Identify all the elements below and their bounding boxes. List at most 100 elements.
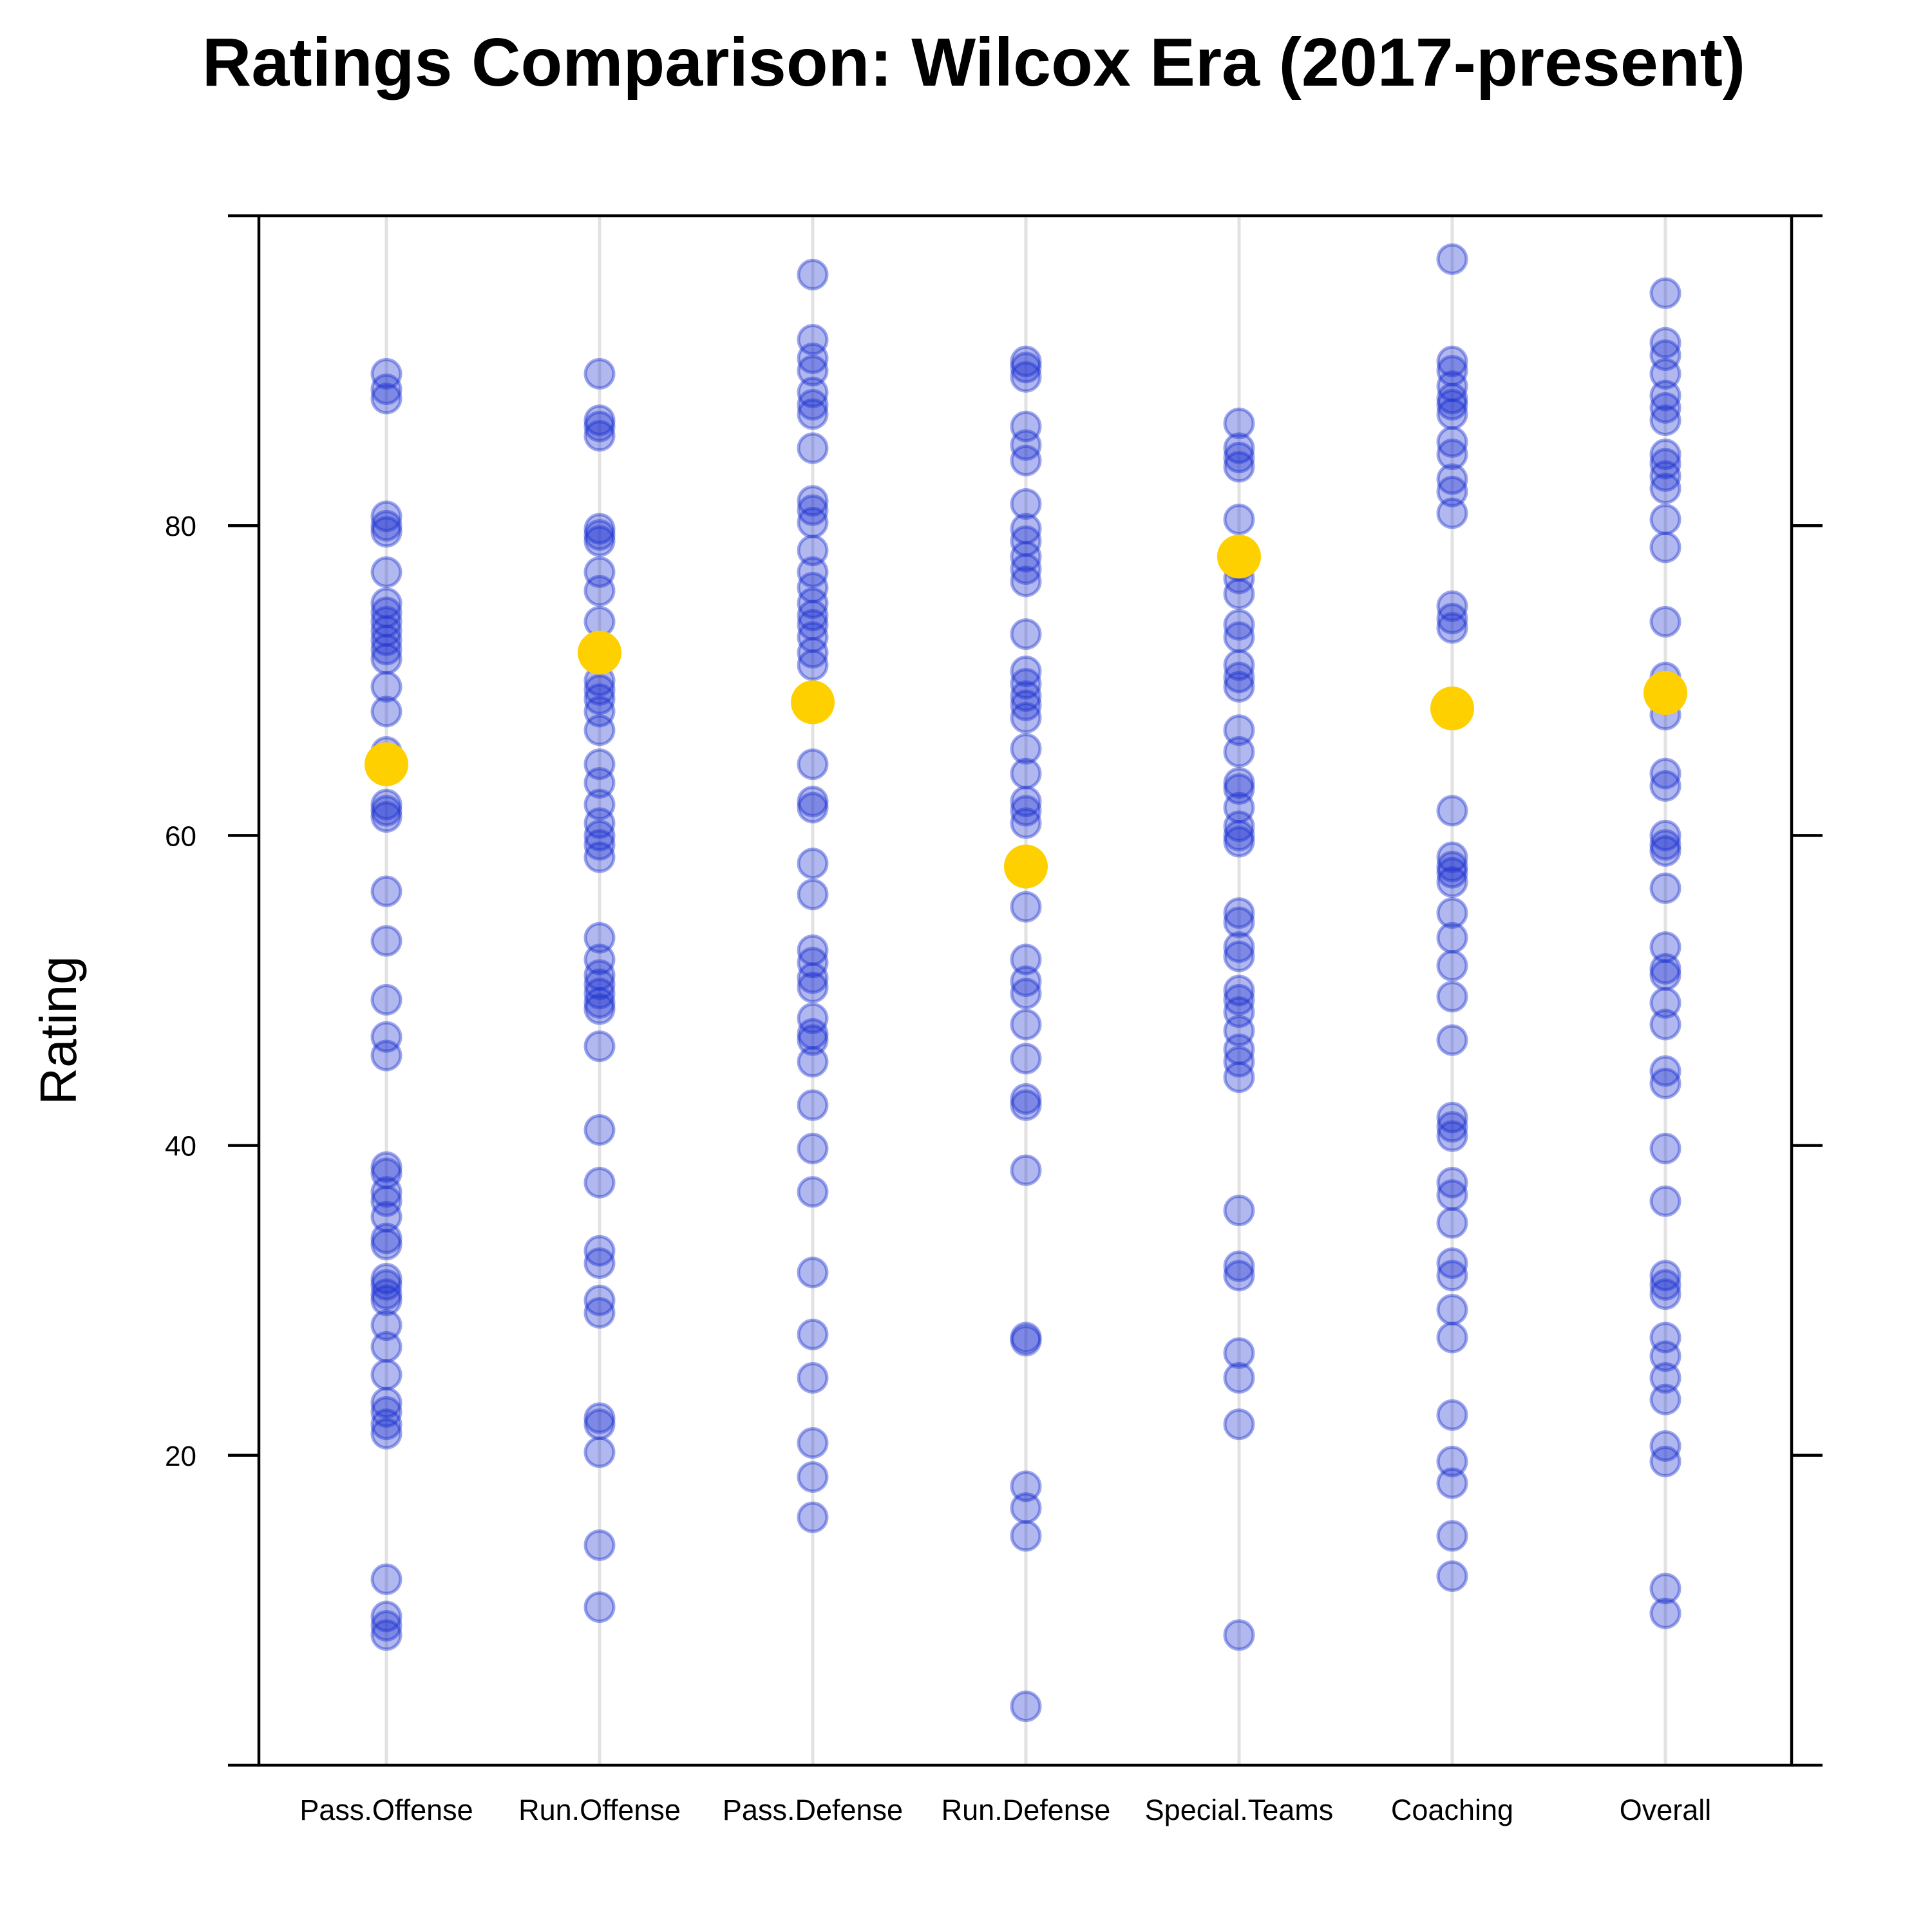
data-point [797, 494, 829, 526]
data-point [1010, 1083, 1042, 1115]
mean-point-pass-offense [365, 742, 408, 786]
data-point [1436, 1247, 1468, 1279]
data-point [1649, 1132, 1681, 1164]
rating-points [370, 243, 1681, 1723]
data-point [1436, 463, 1468, 495]
data-point [370, 875, 402, 907]
data-point [1223, 609, 1255, 641]
y-axis-label: Rating [30, 956, 87, 1104]
data-point [1436, 370, 1468, 402]
data-point [1223, 906, 1255, 938]
data-point [797, 791, 829, 824]
y-tick-label: 60 [165, 820, 196, 852]
data-point [370, 357, 402, 390]
data-point [1436, 981, 1468, 1013]
data-point [1010, 1520, 1042, 1552]
data-point [1223, 819, 1255, 851]
mean-point-run-defense [1004, 844, 1048, 889]
data-point [583, 420, 616, 452]
data-point [583, 959, 616, 991]
data-point [1010, 1321, 1042, 1354]
data-point [1436, 950, 1468, 982]
data-point [583, 556, 616, 588]
data-point [1649, 1278, 1681, 1311]
data-point [1649, 439, 1681, 471]
data-point [1436, 922, 1468, 954]
data-point [1010, 540, 1042, 573]
data-point [1649, 987, 1681, 1019]
data-point [1223, 441, 1255, 473]
data-point [1223, 578, 1255, 610]
data-point [797, 1132, 829, 1164]
data-point [797, 587, 829, 619]
data-point [583, 1591, 616, 1624]
data-point [370, 383, 402, 415]
data-point [797, 342, 829, 374]
data-point [1649, 1055, 1681, 1087]
axes [257, 214, 1794, 1767]
data-point [1010, 733, 1042, 765]
data-point [1010, 488, 1042, 520]
data-point [1010, 618, 1042, 650]
x-tick-label-pass-defense: Pass.Defense [723, 1794, 903, 1826]
data-point [583, 1030, 616, 1063]
data-point [583, 748, 616, 781]
data-point [1436, 1445, 1468, 1477]
data-point [583, 1296, 616, 1329]
category-guides [384, 217, 1667, 1764]
data-point [1649, 1430, 1681, 1462]
data-point [1010, 891, 1042, 923]
data-point [583, 987, 616, 1019]
data-point [1010, 965, 1042, 998]
data-point [1010, 513, 1042, 545]
data-point [370, 1263, 402, 1295]
data-point [1649, 392, 1681, 424]
data-point [1649, 959, 1681, 991]
data-point [1010, 361, 1042, 393]
data-point [797, 1427, 829, 1459]
data-point [797, 649, 829, 681]
data-point [1010, 689, 1042, 721]
data-point [583, 1402, 616, 1434]
data-point [370, 624, 402, 656]
data-point [1649, 1009, 1681, 1041]
data-point [583, 943, 616, 976]
data-point [797, 636, 829, 668]
data-point [797, 355, 829, 387]
data-point [1010, 668, 1042, 700]
data-point [797, 571, 829, 603]
data-point [797, 258, 829, 290]
data-point [1010, 444, 1042, 477]
data-point [1436, 897, 1468, 929]
data-point [1223, 996, 1255, 1028]
data-point [1649, 1597, 1681, 1629]
data-point [370, 643, 402, 675]
data-point [1223, 714, 1255, 746]
data-point [583, 357, 616, 390]
data-point [1436, 243, 1468, 275]
data-point [370, 983, 402, 1016]
data-point [797, 389, 829, 421]
data-point [1223, 735, 1255, 768]
data-point [1436, 355, 1468, 387]
x-tick-label-pass-offense: Pass.Offense [299, 1794, 473, 1826]
data-point [1223, 1408, 1255, 1441]
data-point [1010, 655, 1042, 687]
data-point [1010, 429, 1042, 461]
data-point [370, 634, 402, 666]
data-point [1010, 943, 1042, 976]
data-point [370, 670, 402, 703]
data-point [370, 1563, 402, 1595]
data-point [797, 556, 829, 588]
data-point [1223, 810, 1255, 842]
data-point [1010, 1009, 1042, 1041]
data-point [1436, 857, 1468, 889]
data-point [1649, 605, 1681, 638]
data-point [370, 1151, 402, 1183]
data-point [370, 1284, 402, 1316]
data-point [1223, 767, 1255, 799]
y-tick-label: 40 [165, 1131, 196, 1162]
data-point [370, 1309, 402, 1341]
data-point [370, 788, 402, 820]
data-point [1649, 504, 1681, 536]
